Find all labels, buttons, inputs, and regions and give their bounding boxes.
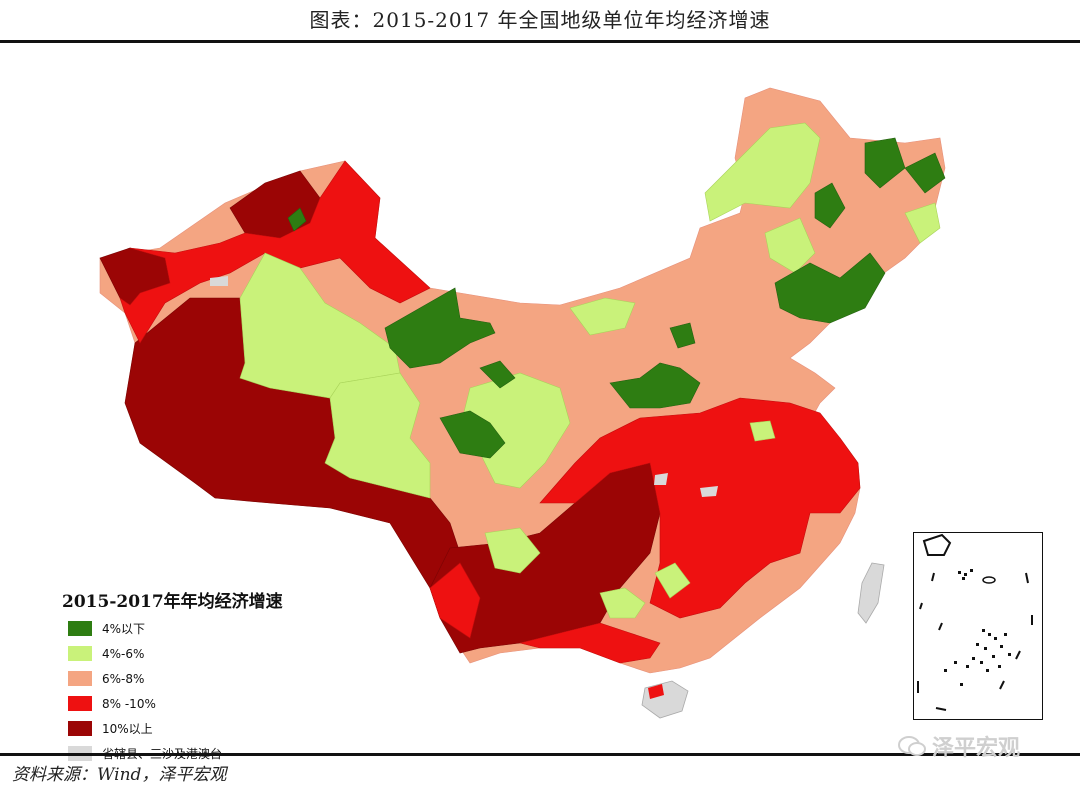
region-gray-henan: [700, 486, 718, 497]
region-10plus-yunnan: [429, 462, 661, 654]
inset-svg: [917, 533, 1033, 711]
region-4-6-yunnan: [484, 527, 541, 574]
watermark-text: 泽平宏观: [932, 736, 1021, 761]
region-below4-heilongjiang-east: [904, 152, 946, 194]
region-gray-xj: [210, 276, 228, 286]
watermark: 泽平宏观: [898, 728, 1020, 764]
top-divider: [0, 40, 1080, 43]
region-gray-hubei: [654, 473, 668, 485]
region-below4-qinghai-east: [439, 410, 506, 459]
map-svg: [99, 87, 946, 719]
wechat-icon: [898, 736, 926, 756]
region-4-6-qinghai: [324, 372, 431, 499]
region-8-10-xinjiang: [119, 160, 431, 344]
legend-swatch: [68, 696, 92, 711]
region-8-10-guangxi: [519, 622, 661, 664]
inset-dashed-line: [917, 572, 1033, 711]
legend-item: 6%-8%: [62, 666, 332, 691]
legend-label: 4%-6%: [102, 646, 145, 661]
region-4-6-guangxi: [599, 587, 646, 619]
chart-title: 图表：2015-2017 年全国地级单位年均经济增速: [309, 8, 771, 32]
region-4-6-hunan: [654, 562, 691, 599]
legend-swatch: [68, 721, 92, 736]
bottom-divider: [0, 753, 1080, 756]
legend-item: 4%-6%: [62, 641, 332, 666]
legend-item: 4%以下: [62, 616, 332, 641]
china-map: 2015-2017年年均经济增速 4%以下 4%-6% 6%-8% 8% -10…: [0, 43, 1080, 761]
legend-label: 6%-8%: [102, 671, 145, 686]
region-below4-qinghai-north: [384, 287, 496, 369]
region-below4-xinjiang: [287, 207, 307, 232]
region-below4-liaoning: [774, 252, 886, 324]
region-8-10-sichuan: [429, 562, 481, 639]
inset-islands: [958, 569, 973, 580]
legend-label: 10%以上: [102, 722, 153, 736]
legend-swatch: [68, 646, 92, 661]
legend-swatch: [68, 621, 92, 636]
region-4-6-shandong: [749, 420, 776, 442]
region-hainan: [641, 680, 689, 719]
inset-hainan: [922, 533, 952, 556]
legend-item: 10%以上: [62, 716, 332, 741]
region-below4-heilongjiang: [864, 137, 906, 189]
south-china-sea-inset: [913, 532, 1043, 720]
region-below4-hebei: [669, 322, 696, 349]
region-4-6-heilongjiang: [704, 122, 821, 222]
inset-island-ring: [982, 576, 996, 584]
region-hainan-red: [648, 684, 664, 699]
region-4-6-jilin-east: [904, 202, 941, 244]
region-taiwan: [857, 562, 885, 624]
legend-title: 2015-2017年年均经济增速: [62, 592, 283, 612]
region-below4-gansu: [479, 360, 516, 389]
region-4-6-inner-mongolia: [569, 297, 636, 336]
legend-item: 8% -10%: [62, 691, 332, 716]
legend-label: 4%以下: [102, 622, 146, 636]
source-note: 资料来源：Wind，泽平宏观: [12, 765, 227, 785]
legend-swatch: [68, 671, 92, 686]
region-below4-shanxi: [609, 362, 701, 409]
map-legend: 2015-2017年年均经济增速 4%以下 4%-6% 6%-8% 8% -10…: [62, 588, 332, 773]
region-below4-jilin: [814, 182, 846, 229]
legend-label: 8% -10%: [102, 696, 156, 711]
inset-spratly-dots: [944, 629, 1011, 686]
region-8-10-central: [539, 397, 861, 619]
region-4-6-liaoning: [764, 217, 816, 274]
